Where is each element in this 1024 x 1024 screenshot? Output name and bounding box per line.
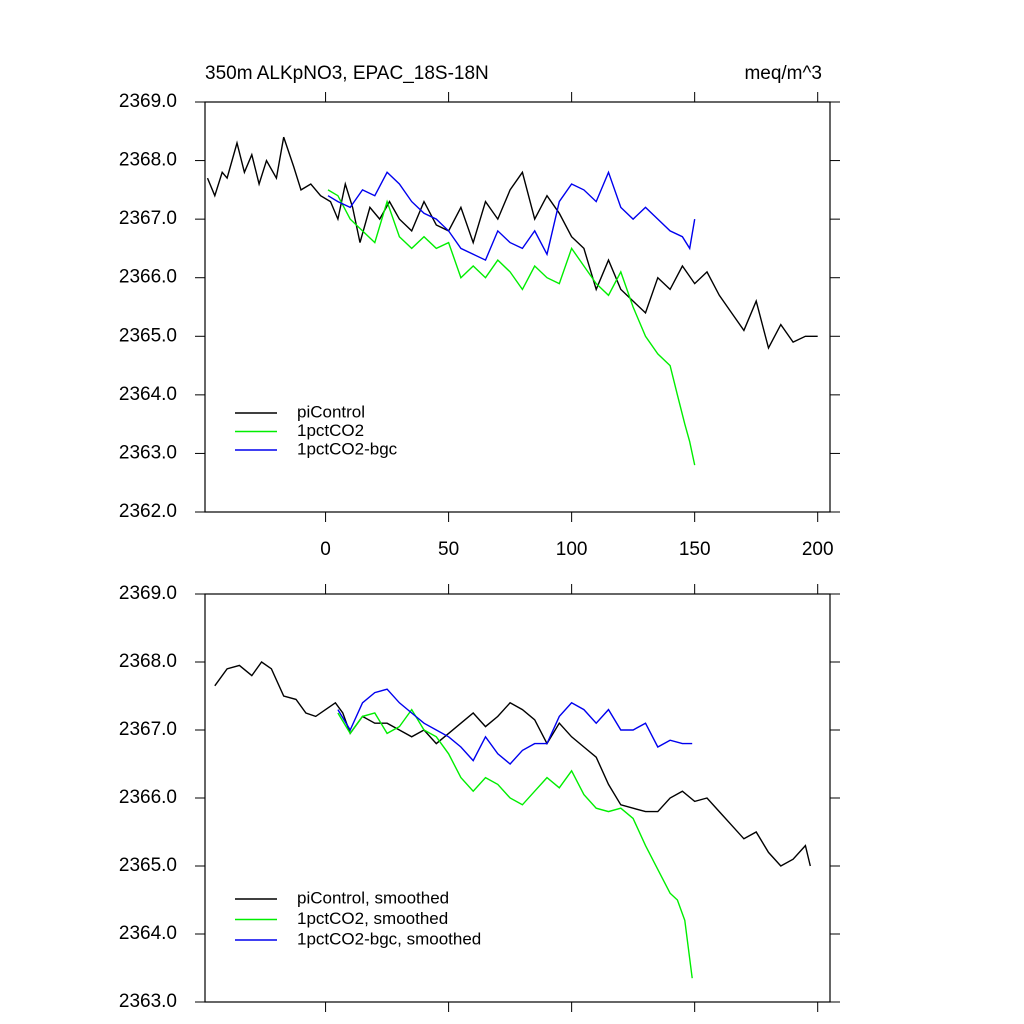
- x-tick-label: 200: [802, 539, 834, 560]
- legend-label: piControl, smoothed: [297, 888, 449, 907]
- plot-frame: [204, 101, 831, 513]
- y-tick-label: 2369.0: [119, 583, 177, 604]
- series-line: [214, 661, 811, 867]
- y-tick-label: 2363.0: [119, 442, 177, 463]
- series-line: [327, 170, 696, 262]
- chart-title: 350m ALKpNO3, EPAC_18S-18N: [205, 63, 489, 84]
- series-line: [337, 708, 693, 979]
- y-tick-label: 2368.0: [119, 651, 177, 672]
- y-tick-label: 2364.0: [119, 923, 177, 944]
- y-tick-label: 2366.0: [119, 267, 177, 288]
- y-tick-label: 2366.0: [119, 787, 177, 808]
- y-tick-label: 2365.0: [119, 855, 177, 876]
- legend-label: piControl: [297, 402, 365, 421]
- legend-label: 1pctCO2-bgc: [297, 439, 398, 458]
- y-tick-label: 2362.0: [119, 501, 177, 522]
- x-tick-label: 150: [679, 539, 711, 560]
- x-tick-label: 0: [320, 539, 331, 560]
- legend-label: 1pctCO2, smoothed: [297, 909, 448, 928]
- y-tick-label: 2365.0: [119, 325, 177, 346]
- legend-label: 1pctCO2-bgc, smoothed: [297, 929, 481, 948]
- y-tick-label: 2364.0: [119, 384, 177, 405]
- series-line: [206, 136, 818, 350]
- legend-label: 1pctCO2: [297, 421, 364, 440]
- y-tick-label: 2363.0: [119, 991, 177, 1012]
- series-line: [337, 688, 693, 765]
- y-tick-label: 2367.0: [119, 208, 177, 229]
- series-line: [327, 189, 696, 466]
- x-tick-label: 100: [556, 539, 588, 560]
- y-tick-label: 2369.0: [119, 91, 177, 112]
- x-tick-label: 50: [438, 539, 459, 560]
- units-label: meq/m^3: [744, 63, 822, 84]
- y-tick-label: 2367.0: [119, 719, 177, 740]
- y-tick-label: 2368.0: [119, 150, 177, 171]
